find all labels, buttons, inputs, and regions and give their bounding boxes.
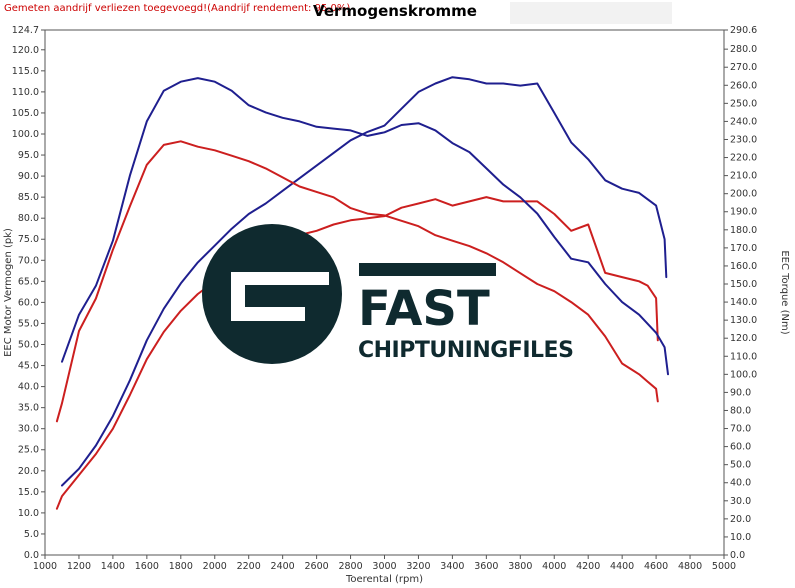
x-tick-label: 5000 (712, 561, 736, 572)
logo-word: FAST (358, 281, 490, 337)
y-right-tick-label: 230.0 (730, 134, 757, 145)
y-left-tick-label: 35.0 (18, 403, 39, 414)
x-tick-label: 2200 (237, 561, 261, 572)
x-tick-label: 3800 (508, 561, 532, 572)
y-right-tick-label: 90.0 (730, 387, 751, 398)
y-left-tick-label: 105.0 (12, 108, 39, 119)
y-right-tick-label: 250.0 (730, 98, 757, 109)
y-left-tick-label: 80.0 (18, 213, 39, 224)
y-right-tick-label: 130.0 (730, 315, 757, 326)
y-left-axis-label: EEC Motor Vermogen (pk) (3, 228, 14, 357)
y-left-tick-label: 15.0 (18, 487, 39, 498)
y-right-tick-label: 180.0 (730, 225, 757, 236)
y-right-tick-label: 20.0 (730, 514, 751, 525)
y-right-tick-label: 60.0 (730, 442, 751, 453)
x-tick-label: 1000 (33, 561, 57, 572)
y-right-tick-label: 220.0 (730, 153, 757, 164)
tuned-power-line (61, 76, 668, 487)
y-left-tick-label: 40.0 (18, 382, 39, 393)
y-left-tick-label: 30.0 (18, 424, 39, 435)
y-left-tick-label: 65.0 (18, 276, 39, 287)
x-tick-label: 4000 (542, 561, 566, 572)
y-left-tick-label: 55.0 (18, 318, 39, 329)
y-right-tick-label: 240.0 (730, 116, 757, 127)
y-left-tick-label: 85.0 (18, 192, 39, 203)
y-right-tick-label: 200.0 (730, 189, 757, 200)
x-axis-label: Toerental (rpm) (345, 574, 423, 585)
y-left-tick-label: 5.0 (24, 529, 39, 540)
y-right-axis-label: EEC Torque (Nm) (779, 250, 790, 334)
stock-torque-line (55, 140, 659, 423)
series-layer (55, 76, 669, 510)
y-right-tick-label: 170.0 (730, 243, 757, 254)
logo-bar (359, 263, 496, 276)
x-tick-label: 3000 (372, 561, 396, 572)
y-right-tick-label: 80.0 (730, 405, 751, 416)
x-tick-label: 1400 (101, 561, 125, 572)
y-right-tick-label: 30.0 (730, 496, 751, 507)
y-right-tick-label: 110.0 (730, 351, 757, 362)
y-left-tick-label: 0.0 (24, 550, 39, 561)
y-right-tick-label: 40.0 (730, 478, 751, 489)
header-blank-box (510, 2, 672, 24)
x-tick-label: 1200 (67, 561, 91, 572)
logo-s-shape (231, 272, 329, 321)
x-tick-label: 2800 (338, 561, 362, 572)
y-left-tick-label: 25.0 (18, 445, 39, 456)
x-tick-label: 3200 (406, 561, 430, 572)
y-left-tick-label: 110.0 (12, 87, 39, 98)
y-left-tick-label: 90.0 (18, 171, 39, 182)
x-tick-label: 1600 (135, 561, 159, 572)
y-left-tick-label: 70.0 (18, 255, 39, 266)
y-left-tick-label: 95.0 (18, 150, 39, 161)
y-left-tick-label: 50.0 (18, 339, 39, 350)
x-tick-label: 1800 (169, 561, 193, 572)
y-right-tick-label: 160.0 (730, 261, 757, 272)
y-right-tick-label: 190.0 (730, 207, 757, 218)
y-right-tick-label: 210.0 (730, 171, 757, 182)
y-left-tick-label: 60.0 (18, 297, 39, 308)
x-tick-label: 3600 (474, 561, 498, 572)
x-tick-label: 4200 (576, 561, 600, 572)
y-right-tick-label: 120.0 (730, 333, 757, 344)
logo-subtitle: CHIPTUNINGFILES (358, 338, 573, 363)
x-tick-label: 2400 (271, 561, 295, 572)
tuned-torque-line (61, 77, 669, 376)
y-left-tick-label: 120.0 (12, 45, 39, 56)
y-left-tick-label: 10.0 (18, 508, 39, 519)
x-tick-label: 2600 (305, 561, 329, 572)
x-tick-label: 4800 (678, 561, 702, 572)
y-left-tick-label: 75.0 (18, 234, 39, 245)
x-tick-label: 4600 (644, 561, 668, 572)
fast-chiptuningfiles-logo: FAST CHIPTUNINGFILES (202, 224, 574, 364)
drive-loss-note: Gemeten aandrijf verliezen toegevoegd!(A… (4, 3, 351, 14)
y-right-tick-label: 280.0 (730, 44, 757, 55)
y-right-tick-label: 290.6 (730, 25, 757, 36)
y-left-tick-label: 124.7 (12, 25, 39, 36)
y-right-tick-label: 70.0 (730, 424, 751, 435)
stock-power-line (55, 196, 659, 510)
chart-axes: 1000 1200 1400 1600 1800 2000 2200 2400 2600 2800… (3, 25, 790, 585)
y-right-tick-label: 140.0 (730, 297, 757, 308)
y-right-tick-label: 260.0 (730, 80, 757, 91)
y-right-tick-label: 0.0 (730, 550, 745, 561)
y-left-tick-label: 20.0 (18, 466, 39, 477)
chart-title: Vermogenskromme (313, 2, 477, 20)
y-left-tick-label: 115.0 (12, 66, 39, 77)
x-tick-label: 2000 (203, 561, 227, 572)
y-right-tick-label: 150.0 (730, 279, 757, 290)
y-right-tick-label: 10.0 (730, 532, 751, 543)
y-right-tick-label: 50.0 (730, 460, 751, 471)
y-right-tick-label: 100.0 (730, 369, 757, 380)
y-left-tick-label: 45.0 (18, 361, 39, 372)
x-tick-label: 4400 (610, 561, 634, 572)
y-right-tick-label: 270.0 (730, 62, 757, 73)
y-left-tick-label: 100.0 (12, 129, 39, 140)
logo-circle (202, 224, 342, 364)
x-tick-label: 3400 (440, 561, 464, 572)
